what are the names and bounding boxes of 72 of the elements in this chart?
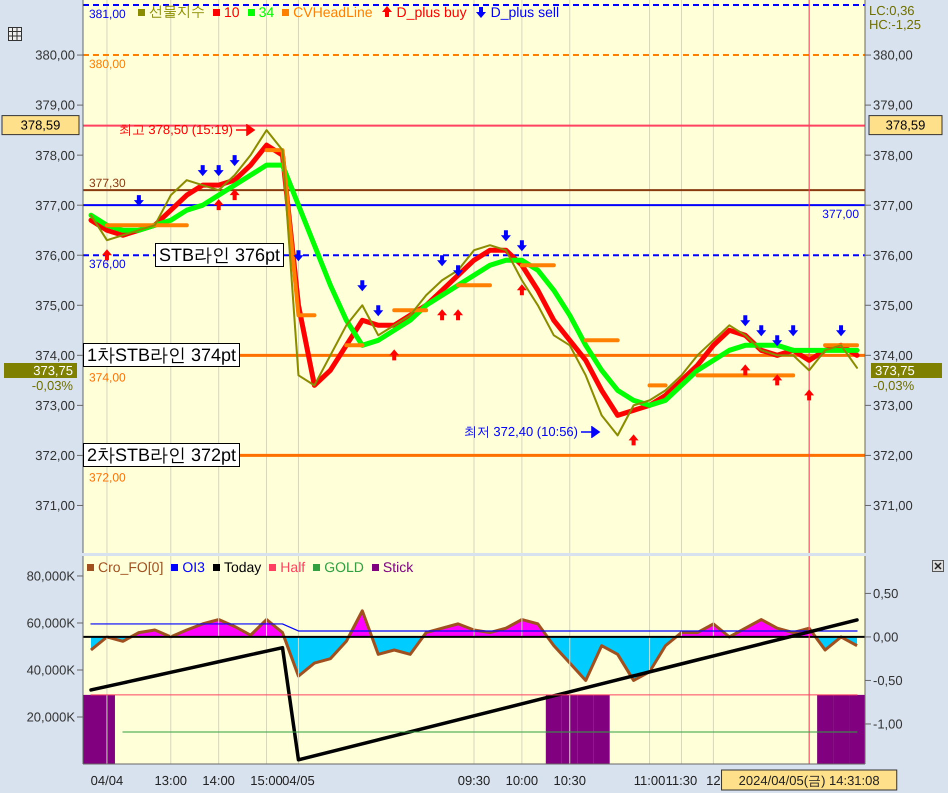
legend-label: 선물지수	[148, 3, 205, 21]
legend-label: D_plus buy	[396, 4, 467, 20]
y2-tick-label: 0,00	[873, 630, 898, 645]
y-tick-label: 60,000K	[26, 616, 76, 631]
x-tick-label: 04/04	[90, 773, 124, 788]
y2-tick-label: 375,00	[873, 298, 913, 313]
x-tick-label: 09:30	[458, 773, 490, 788]
y2-tick-label: -0,50	[873, 673, 903, 688]
text: 373,75	[875, 362, 915, 378]
x-tick-label: 04/05	[282, 773, 315, 788]
y-tick-label: 372,00	[35, 448, 75, 464]
ref-line-label: 377,30	[89, 176, 126, 190]
y-tick-label: 380,00	[35, 48, 75, 63]
y2-tick-label: 376,00	[873, 248, 913, 263]
text: LC:0,36	[869, 3, 915, 18]
y-tick-label: 371,00	[35, 498, 75, 514]
ref-line-label: 381,00	[89, 7, 126, 22]
ref-line-label: 380,00	[89, 57, 126, 72]
text: -0,03%	[873, 378, 914, 393]
ref-line-label: 374,00	[89, 370, 126, 384]
legend-label: GOLD	[323, 559, 364, 575]
ref-line-label: 376,00	[89, 257, 126, 272]
annotation: 2차STB라인 372pt	[83, 443, 240, 468]
y2-tick-label: 377,00	[873, 198, 913, 213]
text: 378,59	[20, 118, 60, 133]
ref-line-label: 377,00	[822, 207, 860, 222]
ref-line-label: 372,00	[89, 470, 126, 484]
x-tick-label: 15:00	[250, 773, 283, 788]
x-tick-label: 10:30	[553, 773, 586, 788]
y2-tick-label: 378,00	[873, 148, 913, 163]
legend-label: Stick	[382, 559, 414, 575]
annotation: 1차STB라인 374pt	[83, 343, 240, 368]
x-tick-label: 11:00	[634, 773, 666, 788]
y2-tick-label: 380,00	[873, 48, 913, 63]
y-tick-label: 375,00	[35, 298, 75, 313]
y2-tick-label: 379,00	[873, 98, 913, 113]
x-tick-label: 14:00	[202, 773, 235, 788]
y-tick-label: 378,00	[35, 148, 75, 163]
y2-tick-label: 373,00	[873, 398, 913, 413]
annotation: 최저 372,40 (10:56)	[464, 423, 578, 441]
legend-label: Half	[279, 559, 306, 575]
y-tick-label: 40,000K	[26, 662, 76, 678]
text: HC:-1,25	[869, 17, 922, 32]
x-tick-label: 10:00	[506, 773, 538, 788]
y-tick-label: 80,000K	[26, 568, 76, 584]
y2-tick-label: 0,50	[873, 586, 898, 602]
legend-label: Today	[222, 559, 262, 575]
legend-label: 10	[223, 4, 240, 20]
annotation: STB라인 376pt	[155, 243, 284, 268]
legend-label: D_plus sell	[490, 4, 560, 20]
x-tick-label: 2024/04/05(금) 14:31:08	[738, 773, 880, 788]
y2-tick-label: 371,00	[873, 498, 913, 514]
x-tick-label: 11:30	[666, 773, 698, 788]
legend-label: OI3	[181, 559, 205, 575]
text: 373,75	[4, 362, 77, 378]
y-tick-label: 374,00	[35, 348, 75, 363]
y-tick-label: 20,000K	[26, 710, 76, 725]
x-tick-label: 12	[706, 773, 721, 788]
legend-label: Cro_FO[0]	[97, 559, 164, 575]
text: -0,03%	[32, 378, 73, 393]
y-tick-label: 377,00	[35, 198, 75, 213]
annotation: 최고 378,50 (15:19)	[118, 121, 233, 140]
legend-label: 34	[258, 4, 274, 20]
x-tick-label: 13:00	[154, 773, 188, 788]
y-tick-label: 373,00	[35, 398, 75, 413]
y2-tick-label: 374,00	[873, 348, 913, 363]
y2-tick-label: 372,00	[873, 448, 913, 464]
y2-tick-label: -1,00	[873, 716, 903, 732]
y-tick-label: 376,00	[35, 248, 75, 263]
ref-line-label: 378,59	[886, 118, 926, 133]
y-tick-label: 379,00	[35, 98, 75, 113]
legend-label: CVHeadLine	[292, 4, 373, 20]
